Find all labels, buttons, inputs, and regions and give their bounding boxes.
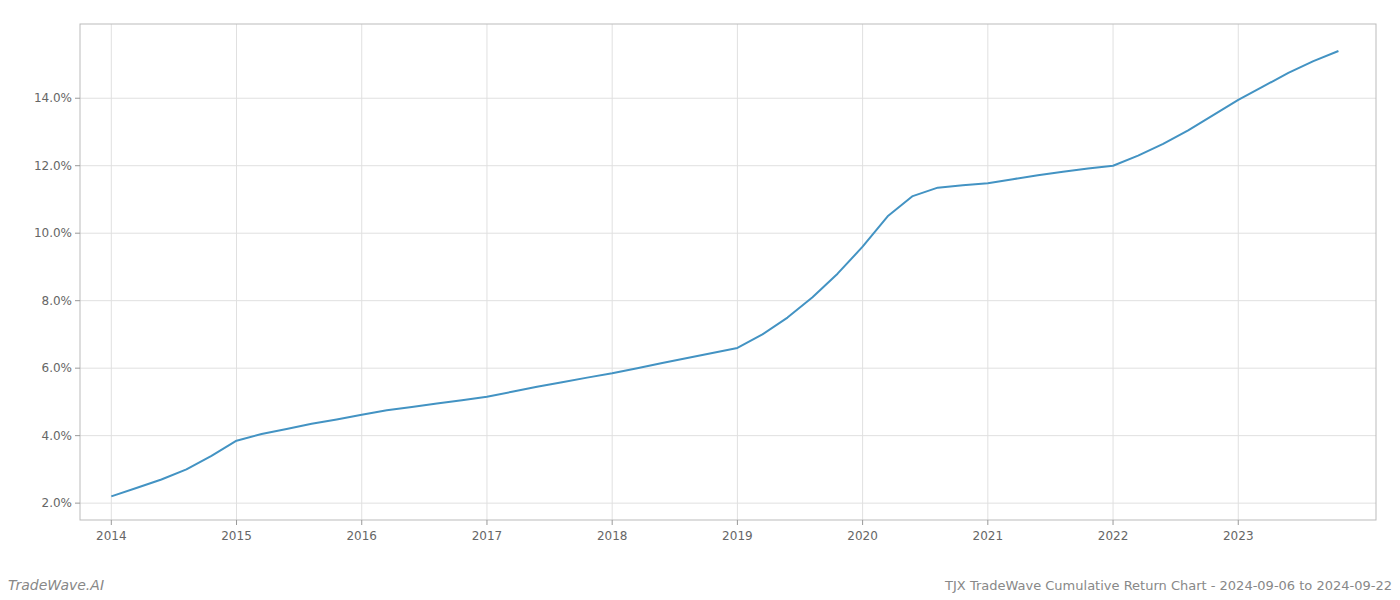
tick-x — [612, 520, 613, 525]
tick-y — [75, 503, 80, 504]
tick-y — [75, 368, 80, 369]
axes: 2014 2015 2016 2017 2018 2019 2020 2021 2022 2023… — [34, 91, 1254, 543]
tick-label-y: 8.0% — [42, 294, 73, 308]
title: TJX TradeWave Cumulative Return Chart - … — [944, 578, 1392, 593]
tick-label-y: 6.0% — [42, 361, 73, 375]
tick-x — [1238, 520, 1239, 525]
grid — [80, 24, 1376, 520]
tick-x — [236, 520, 237, 525]
grid-line-y — [80, 165, 1376, 166]
tick-label-y: 4.0% — [42, 429, 73, 443]
tick-x — [987, 520, 988, 525]
tick-label-y: 10.0% — [34, 226, 72, 240]
tick-label-x: 2017 — [472, 529, 503, 543]
grid-line-y — [80, 368, 1376, 369]
tick-y — [75, 98, 80, 99]
grid-line-y — [80, 300, 1376, 301]
tick-x — [862, 520, 863, 525]
tick-label-x: 2015 — [221, 529, 252, 543]
grid-line-y — [80, 233, 1376, 234]
grid-line-y — [80, 98, 1376, 99]
watermark: TradeWave.AI — [8, 577, 104, 593]
tick-label-x: 2023 — [1223, 529, 1254, 543]
series — [111, 51, 1338, 496]
tick-x — [361, 520, 362, 525]
tick-y — [75, 435, 80, 436]
grid-line-y — [80, 435, 1376, 436]
tick-label-y: 2.0% — [42, 496, 73, 510]
tick-y — [75, 300, 80, 301]
tick-label-x: 2014 — [96, 529, 127, 543]
tick-y — [75, 233, 80, 234]
chart: 2014 2015 2016 2017 2018 2019 2020 2021 2022 2023… — [0, 0, 1400, 600]
tick-x — [1113, 520, 1114, 525]
tick-label-x: 2016 — [346, 529, 377, 543]
grid-line-y — [80, 503, 1376, 504]
tick-x — [486, 520, 487, 525]
tick-label-x: 2018 — [597, 529, 628, 543]
tick-label-x: 2021 — [973, 529, 1004, 543]
plot-frame — [80, 24, 1376, 520]
tick-label-x: 2022 — [1098, 529, 1129, 543]
tick-label-y: 12.0% — [34, 159, 72, 173]
tick-label-x: 2019 — [722, 529, 753, 543]
tick-label-y: 14.0% — [34, 91, 72, 105]
tick-y — [75, 165, 80, 166]
tick-label-x: 2020 — [847, 529, 878, 543]
line — [111, 51, 1338, 496]
tick-x — [737, 520, 738, 525]
tick-x — [111, 520, 112, 525]
